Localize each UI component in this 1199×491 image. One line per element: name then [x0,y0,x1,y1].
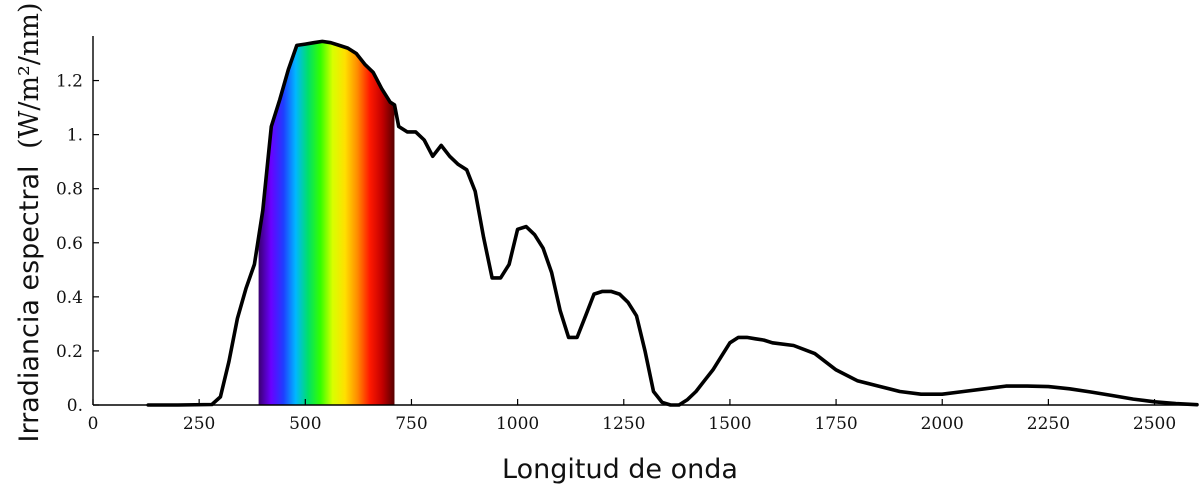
x-axis-ticks: 0 250 500 750 1000 1250 1500 1750 2000 2250 2500 [88,399,1176,434]
x-tick-label: 2000 [921,414,964,434]
y-tick-label: 1.2 [56,72,83,92]
visible-spectrum-band [258,41,395,405]
x-tick-label: 1750 [814,414,857,434]
spectrum-band-group [258,41,395,405]
x-tick-label: 500 [289,414,321,434]
y-axis-title-main: Irradiancia espectral [14,166,45,443]
y-axis-title: Irradiancia espectral (W/m²/nm) [14,2,45,442]
y-tick-label: 0.6 [56,234,83,254]
y-tick-label: 0.8 [56,180,83,200]
y-tick-label: 0.4 [56,288,83,308]
x-tick-label: 0 [88,414,99,434]
x-tick-label: 2500 [1133,414,1176,434]
x-tick-label: 1250 [602,414,645,434]
y-tick-label: 1. [67,126,83,146]
y-tick-label: 0.2 [56,342,83,362]
x-axis-title: Longitud de onda [502,454,738,485]
x-tick-label: 250 [183,414,215,434]
x-tick-label: 1000 [496,414,539,434]
x-tick-label: 2250 [1027,414,1070,434]
spectral-irradiance-line [146,39,1199,407]
y-axis-title-unit: (W/m²/nm) [14,2,45,148]
x-tick-label: 750 [395,414,427,434]
y-tick-label: 0. [67,396,83,416]
y-axis-ticks: 0. 0.2 0.4 0.6 0.8 1. 1.2 [56,72,99,416]
x-tick-label: 1500 [708,414,751,434]
